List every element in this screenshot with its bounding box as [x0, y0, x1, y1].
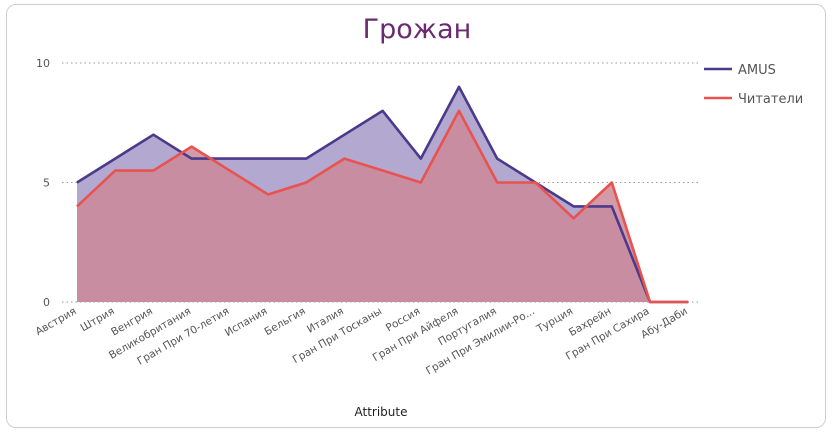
x-tick-label: Бельгия — [263, 305, 308, 338]
y-tick-label: 5 — [43, 177, 50, 190]
y-tick-label: 10 — [36, 57, 50, 70]
legend: AMUS Читатели — [704, 63, 803, 107]
x-tick-label: Австрия — [33, 305, 78, 338]
x-axis-label: Attribute — [355, 405, 408, 419]
area-readers — [77, 110, 689, 302]
x-tick-label: Испания — [223, 305, 270, 339]
series-lines — [76, 85, 689, 304]
chart-title: Грожан — [362, 14, 472, 45]
legend-label[interactable]: AMUS — [738, 63, 776, 78]
legend-label[interactable]: Читатели — [738, 92, 803, 107]
y-tick-label: 0 — [43, 296, 50, 309]
y-axis-ticks: 0 5 10 — [36, 57, 50, 309]
series-areas — [77, 86, 689, 303]
